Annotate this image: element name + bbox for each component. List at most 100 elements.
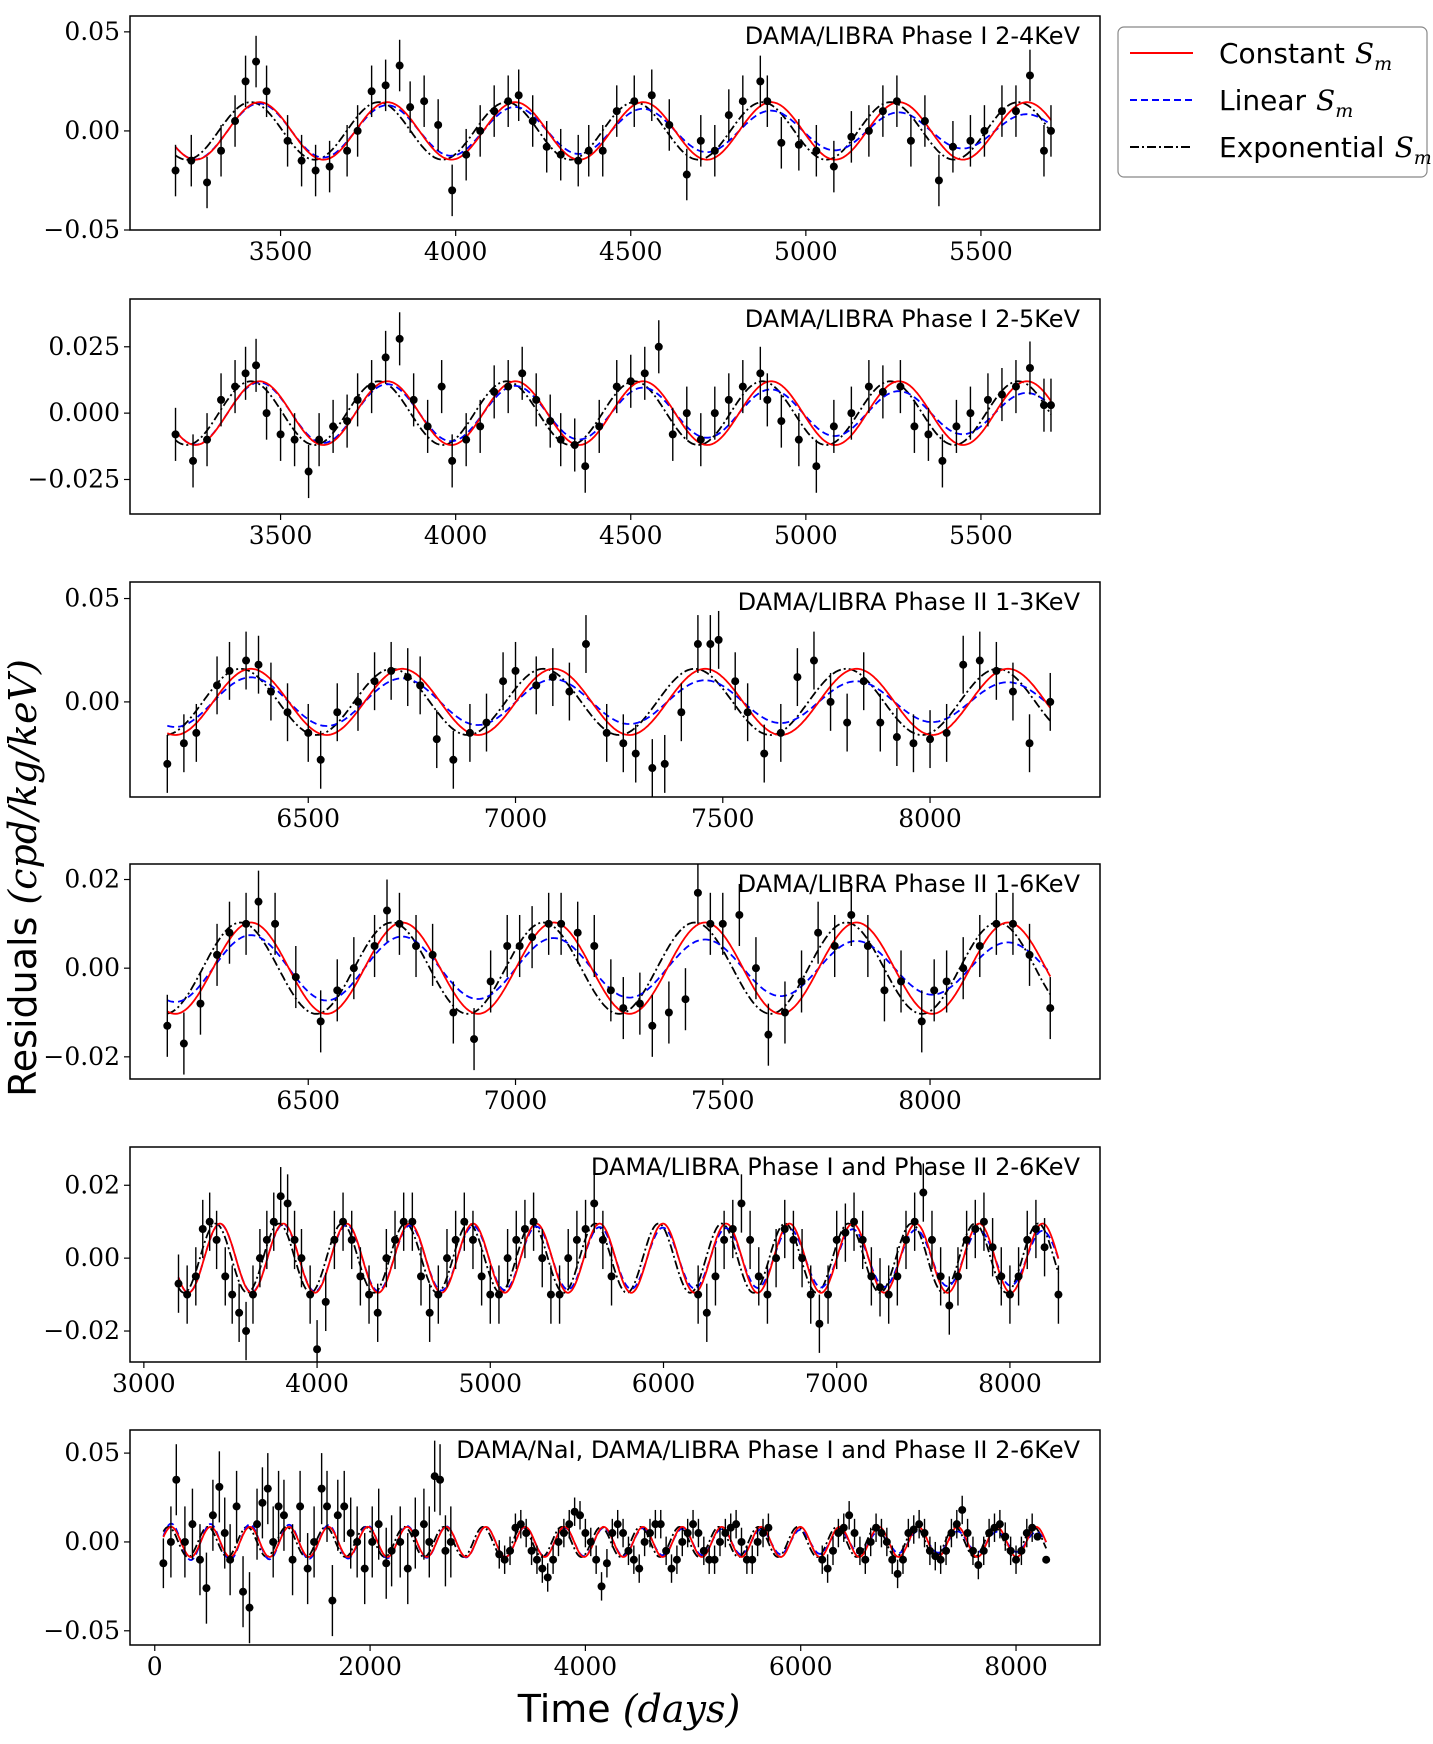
data-point <box>777 417 786 426</box>
data-point <box>381 353 390 362</box>
data-point <box>1046 401 1055 410</box>
data-point <box>356 1272 365 1281</box>
data-point <box>556 435 565 444</box>
data-point <box>764 1030 773 1039</box>
data-point <box>756 369 765 378</box>
data-point <box>942 1546 951 1555</box>
data-point <box>522 1529 531 1538</box>
data-point <box>171 430 180 439</box>
data-point <box>323 1502 332 1511</box>
data-point <box>724 395 733 404</box>
data-point <box>304 467 313 476</box>
x-tick-label: 6000 <box>632 1369 696 1398</box>
data-point <box>936 1555 945 1564</box>
panel-title: DAMA/LIBRA Phase I and Phase II 2-6KeV <box>591 1153 1081 1181</box>
data-point <box>664 1008 673 1017</box>
panel-6: 0 2000 4000 6000 8000 −0.05 0.00 0.05 DAMA/NaI, … <box>43 1429 1101 1681</box>
data-point <box>877 1529 886 1538</box>
data-point <box>382 1559 391 1568</box>
data-point <box>682 170 691 179</box>
data-point <box>476 422 485 431</box>
data-point <box>503 1254 512 1263</box>
data-point <box>291 973 300 982</box>
data-point <box>213 681 222 690</box>
data-point <box>1046 126 1055 135</box>
data-point <box>279 1511 288 1520</box>
data-point <box>217 146 226 155</box>
data-point <box>499 677 508 686</box>
data-point <box>910 1217 919 1226</box>
data-point <box>640 1537 649 1546</box>
data-point <box>667 1564 676 1573</box>
data-point <box>683 1529 692 1538</box>
data-point <box>635 1564 644 1573</box>
panel-title: DAMA/LIBRA Phase II 1-6KeV <box>738 870 1081 898</box>
data-point <box>706 919 715 928</box>
data-point <box>866 1537 875 1546</box>
x-tick-label: 7500 <box>691 804 755 833</box>
data-point <box>242 656 251 665</box>
x-tick-label: 4000 <box>424 521 488 550</box>
plot-area <box>163 864 1055 1075</box>
data-point <box>607 1272 616 1281</box>
data-point <box>942 977 951 986</box>
data-point <box>271 919 280 928</box>
data-point <box>416 681 425 690</box>
data-point <box>710 1555 719 1564</box>
data-point <box>681 995 690 1004</box>
data-point <box>812 146 821 155</box>
data-point <box>208 1511 217 1520</box>
y-tick-label: 0.025 <box>48 332 120 361</box>
data-point <box>570 440 579 449</box>
data-point <box>938 456 947 465</box>
data-point <box>399 1217 408 1226</box>
data-point <box>699 1546 708 1555</box>
data-point <box>694 1290 703 1299</box>
data-point <box>172 1475 181 1484</box>
data-point <box>1025 950 1034 959</box>
data-point <box>549 1555 558 1564</box>
panel-frame <box>129 298 1101 515</box>
data-point <box>231 382 240 391</box>
data-point <box>174 1279 183 1288</box>
data-point <box>826 697 835 706</box>
data-point <box>927 1235 936 1244</box>
data-point <box>815 1319 824 1328</box>
data-point <box>196 999 205 1008</box>
data-point <box>1011 107 1020 116</box>
data-point <box>367 87 376 96</box>
data-point <box>966 409 975 418</box>
data-point <box>187 156 196 165</box>
data-point <box>975 942 984 951</box>
data-point <box>449 1008 458 1017</box>
data-point <box>1011 382 1020 391</box>
plot-area <box>174 1163 1063 1362</box>
x-tick-label: 5500 <box>949 521 1013 550</box>
panel-4: 6500 7000 7500 8000 −0.02 0.00 0.02 DAMA/LIBRA … <box>43 863 1101 1115</box>
x-tick-label: 3500 <box>249 521 313 550</box>
data-point <box>731 677 740 686</box>
panel-title: DAMA/NaI, DAMA/LIBRA Phase I and Phase I… <box>456 1436 1080 1464</box>
y-tick-label: 0.000 <box>48 398 120 427</box>
y-tick-label: 0.02 <box>64 1170 120 1199</box>
data-point <box>706 640 715 649</box>
y-tick-label: −0.05 <box>43 215 120 244</box>
data-point <box>841 1228 850 1237</box>
data-point <box>511 666 520 675</box>
data-point <box>876 1283 885 1292</box>
data-point <box>262 1235 271 1244</box>
data-point <box>290 435 299 444</box>
data-point <box>532 1555 541 1564</box>
data-point <box>975 656 984 665</box>
data-point <box>462 435 471 444</box>
data-point <box>830 942 839 951</box>
data-point <box>434 120 443 129</box>
data-point <box>619 1004 628 1013</box>
data-point <box>797 977 806 986</box>
data-point <box>225 666 234 675</box>
data-point <box>311 166 320 175</box>
data-point <box>721 1529 730 1538</box>
model-curve-constant <box>174 101 1052 161</box>
data-point <box>188 1520 197 1529</box>
model-curve-linear <box>162 1522 1047 1562</box>
